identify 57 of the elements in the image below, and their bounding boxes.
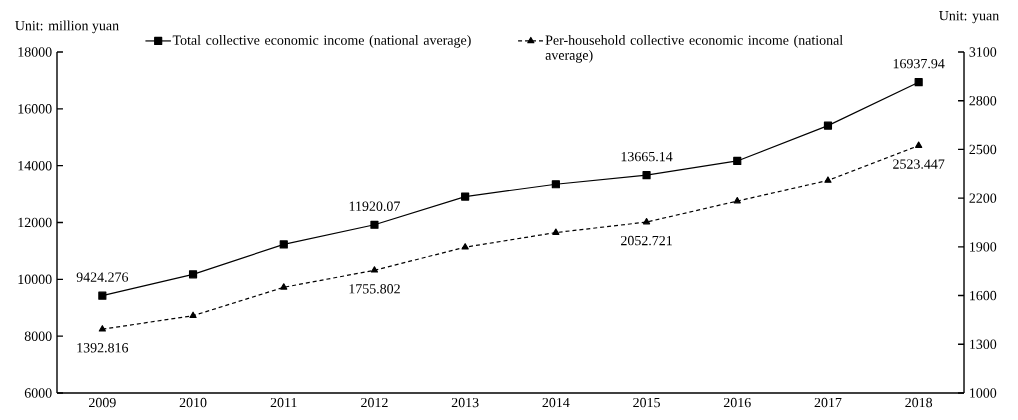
point [823,121,833,130]
x-tick-label: 2016 [723,397,751,408]
y-axis-title: Unit: million yuan [15,20,119,34]
y-tick-label: 10000 [18,274,52,285]
y-tick-label: 18000 [18,47,52,57]
x-tick-label: 2010 [179,397,207,408]
y-tick-label: 6000 [24,388,52,398]
y2-tick-label: 1300 [970,339,997,349]
x-tick-label: 2014 [542,397,570,408]
point [188,270,198,279]
point [279,240,288,249]
y2-tick-label: 1600 [970,290,997,301]
data-label: 2052.721 [621,235,672,246]
data-label: 9424.276 [76,272,129,282]
data-label: 1755.802 [349,284,400,294]
y-tick-label: 16000 [18,104,52,114]
x-tick-label: 2012 [361,397,388,408]
x-tick-label: 2015 [633,397,660,408]
point [189,311,197,319]
x-tick-label: 2009 [89,397,116,408]
data-label: 2523.447 [893,159,945,169]
y-tick-label: 14000 [18,160,52,171]
y2-axis-title: Unit: yuan [939,10,999,24]
y2-tick-label: 2800 [969,96,997,106]
data-label: 11920.07 [349,201,400,211]
legend-label: Total collective economic income (national average) [172,35,471,48]
point [370,266,379,273]
x-tick-label: 2018 [905,397,933,408]
y-tick-label: 12000 [18,217,52,228]
point [98,325,106,332]
data-label: 13665.14 [621,151,673,162]
point [915,141,923,148]
point [733,196,741,204]
y-tick-label: 8000 [24,331,52,341]
point [461,243,469,250]
legend-label: Per-household collective economic income (national average) [545,35,843,63]
y2-tick-label: 3100 [969,47,997,57]
point [642,171,651,180]
point [551,180,560,189]
y2-tick-label: 1900 [970,242,997,252]
x-tick-label: 2013 [451,397,479,408]
point [733,156,742,166]
point [370,220,379,229]
x-tick-label: 2017 [814,397,842,408]
point [98,291,107,300]
point [280,283,288,290]
data-label: 16937.94 [893,58,945,69]
point [914,78,923,87]
y2-tick-label: 2200 [969,193,997,203]
data-label: 1392.816 [77,343,129,353]
point [552,228,560,235]
x-tick-label: 2011 [270,397,297,408]
point [642,217,651,225]
y2-tick-label: 1000 [970,388,997,398]
point [824,176,832,183]
y2-tick-label: 2500 [969,144,997,155]
point [461,192,470,201]
